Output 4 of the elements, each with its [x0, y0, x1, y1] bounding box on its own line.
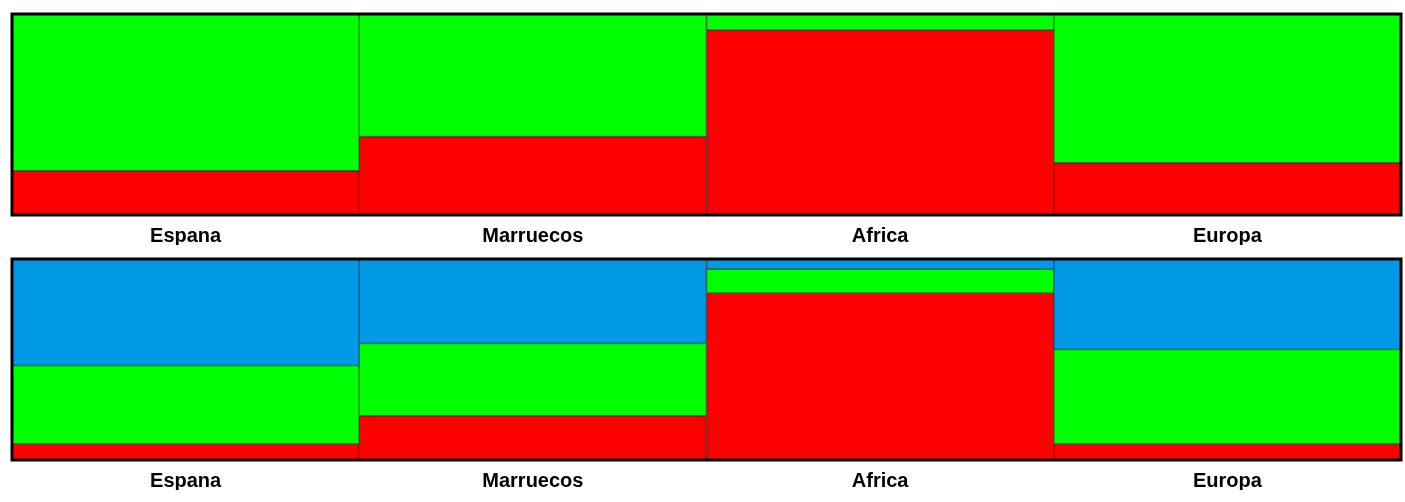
x-tick-label: Africa: [851, 469, 910, 491]
x-tick-label: Marruecos: [482, 224, 584, 246]
x-tick-label: Marruecos: [482, 469, 584, 491]
x-tick-label: Africa: [851, 224, 910, 246]
